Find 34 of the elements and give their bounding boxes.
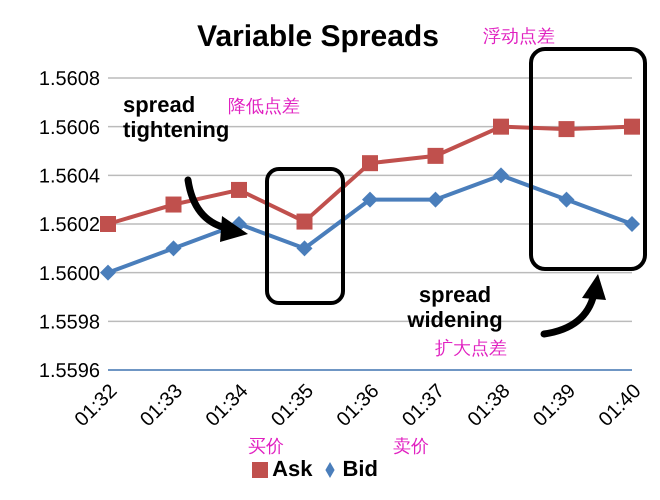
point — [100, 216, 116, 232]
annotation: 降低点差 — [228, 96, 301, 117]
point — [166, 196, 182, 213]
text: 买价 — [248, 436, 285, 457]
point — [624, 216, 640, 232]
y-tick-label: 1.5596 — [38, 360, 100, 382]
annotation: spread widening — [406, 282, 504, 333]
annotation: spread tightening — [123, 92, 230, 142]
annotation: 扩大点差 — [435, 338, 508, 359]
y-tick-label: 1.5598 — [38, 311, 100, 334]
point — [428, 148, 444, 164]
point — [558, 121, 574, 138]
text: 浮动点差 — [483, 26, 556, 47]
point — [166, 240, 182, 256]
point — [296, 214, 312, 230]
y-tick-label: 1.5608 — [38, 68, 100, 90]
y-tick-label: 1.5604 — [38, 165, 100, 188]
point — [624, 118, 640, 135]
y-tick-label: 1.5602 — [38, 214, 100, 236]
point — [296, 240, 312, 256]
text: 卖价 — [393, 436, 430, 457]
legend-label: Bid — [342, 456, 378, 481]
point — [362, 192, 378, 208]
point — [100, 264, 116, 281]
point — [493, 118, 509, 135]
point — [231, 182, 247, 198]
chart-title: Variable Spreads — [196, 20, 440, 54]
y-tick-label: 1.5606 — [38, 116, 100, 139]
y-tick-label: 1.5600 — [38, 262, 100, 285]
legend-label: Ask — [272, 456, 312, 481]
point — [362, 155, 378, 172]
point — [493, 167, 509, 184]
point — [428, 192, 444, 208]
point — [558, 192, 574, 208]
